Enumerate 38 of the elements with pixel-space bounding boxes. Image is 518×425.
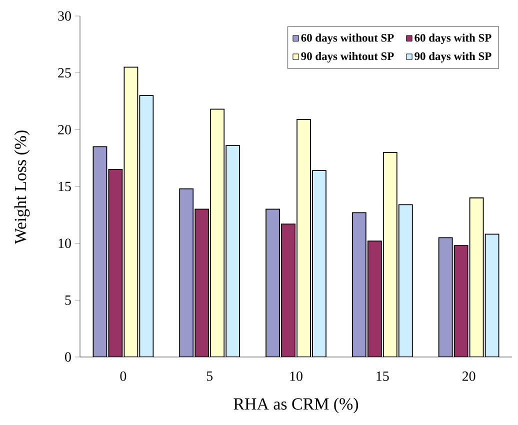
bar — [454, 245, 468, 357]
bar — [194, 208, 210, 357]
bar — [438, 237, 453, 357]
y-tick-label: 0 — [65, 352, 71, 362]
bar — [210, 108, 225, 357]
x-tick-label: 10 — [290, 372, 302, 381]
y-tick-label: 10 — [58, 238, 71, 248]
bar — [469, 197, 484, 357]
legend-label: 60 days without SP — [301, 34, 394, 44]
bar — [296, 118, 311, 357]
legend-label: 90 days wihtout SP — [301, 52, 394, 62]
bar — [352, 212, 366, 357]
bar — [108, 169, 123, 357]
bar — [124, 66, 138, 357]
x-axis-title: RHA as CRM (%) — [234, 398, 358, 414]
bar — [398, 204, 413, 357]
legend-label: 90 days with SP — [414, 52, 492, 62]
bar — [266, 208, 280, 357]
bar — [226, 145, 240, 357]
y-tick-label: 30 — [58, 11, 71, 21]
bar — [367, 240, 382, 357]
y-tick-label: 25 — [58, 68, 71, 78]
bar — [139, 95, 154, 357]
bar — [179, 188, 194, 357]
x-tick-label: 15 — [376, 372, 389, 381]
y-axis-title: Weight Loss (%) — [14, 130, 30, 244]
bar — [484, 234, 500, 357]
x-tick-label: 5 — [206, 372, 213, 381]
bar — [312, 170, 326, 357]
x-tick-label: 0 — [120, 372, 126, 381]
bar — [92, 146, 108, 357]
bar — [382, 152, 398, 357]
y-tick-label: 20 — [58, 124, 71, 134]
y-tick-label: 15 — [58, 182, 71, 192]
x-tick-label: 20 — [462, 372, 476, 381]
y-tick-label: 5 — [65, 296, 71, 305]
legend-label: 60 days with SP — [414, 34, 492, 44]
bar — [281, 224, 296, 357]
